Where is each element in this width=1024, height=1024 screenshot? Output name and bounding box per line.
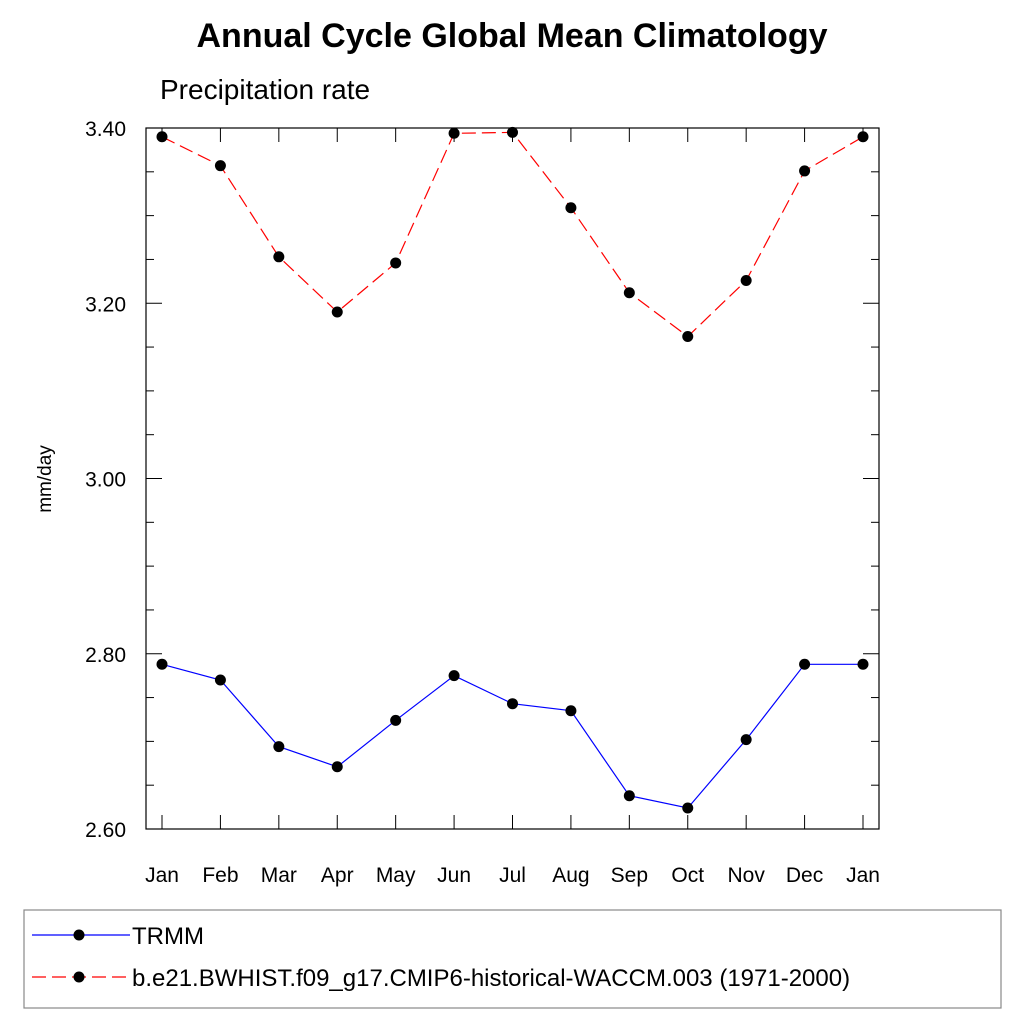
legend-item-1: TRMM	[32, 923, 204, 950]
x-tick-label: Oct	[671, 864, 704, 887]
y-tick-label: 3.20	[85, 293, 126, 316]
series-1	[156, 658, 869, 814]
x-tick-label: Jan	[846, 864, 880, 887]
data-point	[799, 658, 811, 670]
data-point	[507, 698, 518, 710]
x-tick-label: Aug	[552, 864, 589, 887]
data-point	[331, 306, 343, 318]
legend-label: TRMM	[132, 923, 204, 950]
y-tick-label: 2.80	[85, 644, 126, 667]
data-point	[682, 802, 694, 814]
chart-title: Annual Cycle Global Mean Climatology	[197, 17, 828, 55]
series-layer	[156, 126, 869, 814]
series-2	[156, 126, 869, 343]
data-point	[156, 658, 168, 670]
y-tick-label: 2.60	[85, 819, 126, 842]
series-line	[161, 131, 864, 338]
data-point	[565, 202, 577, 214]
y-tick-labels: 2.60 2.80 3.00 3.20 3.40	[85, 118, 126, 842]
y-axis-label: mm/day	[35, 445, 56, 513]
data-point	[214, 674, 226, 686]
data-point	[507, 126, 518, 138]
data-point	[273, 251, 285, 263]
legend-label: b.e21.BWHIST.f09_g17.CMIP6-historical-WA…	[132, 965, 850, 992]
x-tick-labels: Jan Feb Mar Apr May Jun Jul Aug Sep Oct Nov Dec Jan	[145, 864, 880, 887]
data-point	[448, 670, 460, 682]
x-tick-label: Mar	[261, 864, 297, 887]
data-point	[390, 257, 402, 269]
x-tick-label: Feb	[202, 864, 238, 887]
data-point	[740, 734, 752, 746]
data-point	[331, 761, 343, 773]
y-tick-label: 3.00	[85, 469, 126, 492]
legend-marker	[73, 929, 85, 941]
data-point	[156, 131, 168, 143]
data-point	[623, 790, 635, 802]
chart-subtitle: Precipitation rate	[160, 74, 370, 105]
legend-box	[23, 909, 1002, 1009]
data-point	[740, 274, 752, 286]
plot-frame	[145, 127, 880, 830]
x-tick-label: Dec	[786, 864, 823, 887]
data-point	[390, 714, 402, 726]
data-point	[448, 127, 460, 139]
legend: TRMM b.e21.BWHIST.f09_g17.CMIP6-historica…	[23, 909, 1002, 1009]
data-point	[214, 160, 226, 172]
data-point	[273, 741, 285, 753]
x-tick-label: Jul	[499, 864, 526, 887]
axis-ticks	[146, 127, 879, 830]
data-point	[857, 658, 869, 670]
x-tick-label: Nov	[727, 864, 765, 887]
series-line	[161, 663, 863, 809]
legend-item-2: b.e21.BWHIST.f09_g17.CMIP6-historical-WA…	[32, 965, 850, 992]
data-point	[857, 131, 869, 143]
x-tick-label: May	[376, 864, 416, 887]
x-tick-label: Jun	[437, 864, 471, 887]
x-tick-label: Jan	[145, 864, 179, 887]
legend-marker	[73, 971, 85, 983]
data-point	[565, 705, 577, 717]
y-tick-label: 3.40	[85, 118, 126, 141]
x-tick-label: Sep	[611, 864, 648, 887]
data-point	[682, 331, 694, 343]
data-point	[623, 287, 635, 299]
data-point	[799, 165, 811, 177]
x-tick-label: Apr	[321, 864, 354, 887]
